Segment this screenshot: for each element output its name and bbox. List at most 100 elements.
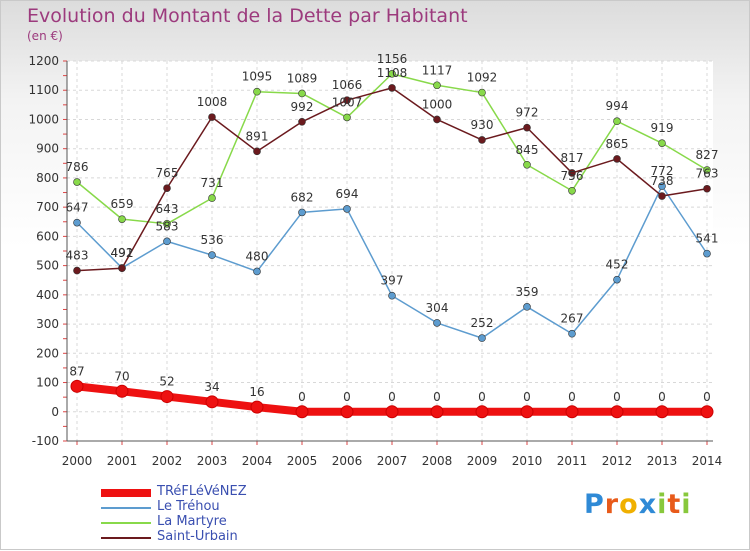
x-tick-label: 2011 [557, 454, 588, 468]
data-label: 0 [478, 390, 486, 404]
data-label: 865 [606, 137, 629, 151]
x-tick-label: 2007 [377, 454, 408, 468]
data-point [163, 237, 171, 246]
data-label: 891 [246, 129, 269, 143]
data-label: 994 [606, 99, 629, 113]
data-point [298, 89, 306, 98]
data-label: 682 [291, 190, 314, 204]
data-label: 772 [651, 164, 674, 178]
data-label: 643 [156, 202, 179, 216]
data-point [295, 405, 309, 419]
logo-letter: r [604, 489, 620, 520]
y-tick-label: 100 [36, 376, 59, 390]
data-label: 731 [201, 176, 224, 190]
data-point [700, 405, 714, 419]
data-label: 34 [204, 380, 219, 394]
data-label: 930 [471, 118, 494, 132]
legend-swatch [101, 522, 151, 524]
data-point [388, 291, 396, 300]
data-point [163, 220, 171, 228]
data-point [208, 194, 216, 202]
data-point [523, 303, 531, 311]
data-label: 1095 [242, 70, 273, 84]
data-label: 52 [159, 375, 174, 389]
x-tick-label: 2013 [647, 454, 678, 468]
data-point [388, 70, 396, 78]
data-point [253, 267, 261, 276]
data-point [205, 395, 219, 409]
data-point [385, 405, 399, 419]
data-point [343, 113, 351, 122]
x-tick-label: 2003 [197, 454, 228, 468]
logo-letter: x [638, 489, 658, 520]
data-point [298, 208, 306, 217]
data-point [430, 405, 444, 419]
data-point [658, 192, 666, 200]
data-point [613, 275, 621, 284]
x-tick-label: 2000 [62, 454, 93, 468]
x-tick-label: 2006 [332, 454, 363, 468]
data-label: 756 [561, 169, 584, 183]
y-tick-label: 800 [36, 171, 59, 185]
legend-swatch [101, 489, 151, 497]
data-label: 1156 [377, 52, 408, 66]
data-label: 817 [561, 151, 584, 165]
data-point [658, 182, 666, 190]
data-label: 765 [156, 166, 179, 180]
data-label: 763 [696, 167, 719, 181]
data-label: 0 [658, 390, 666, 404]
data-label: 1117 [422, 63, 453, 77]
chart-subtitle: (en €) [27, 29, 63, 43]
data-label: 827 [696, 148, 719, 162]
data-point [250, 400, 264, 414]
x-tick-label: 2002 [152, 454, 183, 468]
data-label: 738 [651, 174, 674, 188]
legend-label: Saint-Urbain [157, 529, 238, 544]
data-point [253, 147, 261, 156]
legend-label: TRéFLéVéNEZ [157, 484, 247, 499]
data-point [478, 88, 486, 97]
data-label: 536 [201, 233, 224, 247]
data-point [478, 136, 486, 144]
x-tick-label: 2014 [692, 454, 723, 468]
x-tick-label: 2005 [287, 454, 318, 468]
data-point [658, 139, 666, 147]
data-point [340, 405, 354, 419]
data-label: 0 [613, 390, 621, 404]
data-label: 1108 [377, 66, 408, 80]
x-tick-label: 2009 [467, 454, 498, 468]
data-point [118, 264, 126, 273]
data-label: 0 [298, 390, 306, 404]
data-label: 694 [336, 187, 359, 201]
logo-letter: i [681, 489, 692, 520]
data-point [433, 319, 441, 327]
plot-area [67, 61, 713, 441]
y-tick-label: 1000 [28, 112, 59, 126]
data-label: 483 [66, 249, 89, 263]
y-tick-label: 900 [36, 142, 59, 156]
logo-letter: o [619, 489, 639, 520]
data-label: 1000 [422, 97, 453, 111]
data-label: 1092 [467, 71, 498, 85]
data-point [73, 266, 81, 275]
data-label: 267 [561, 312, 584, 326]
chart-title: Evolution du Montant de la Dette par Hab… [27, 5, 468, 27]
data-label: 541 [696, 232, 719, 246]
data-point [568, 329, 576, 338]
data-point [568, 186, 576, 195]
data-point [613, 155, 621, 163]
data-point [523, 160, 531, 169]
data-point [475, 405, 489, 419]
data-point [565, 405, 579, 419]
data-point [253, 87, 261, 96]
data-point [703, 184, 711, 193]
data-label: 845 [516, 143, 539, 157]
data-point [613, 117, 621, 126]
data-point [433, 115, 441, 124]
data-point [73, 218, 81, 227]
legend-label: La Martyre [157, 514, 227, 529]
data-point [70, 379, 84, 393]
data-point [655, 405, 669, 419]
data-label: 480 [246, 249, 269, 263]
data-label: 659 [111, 197, 134, 211]
